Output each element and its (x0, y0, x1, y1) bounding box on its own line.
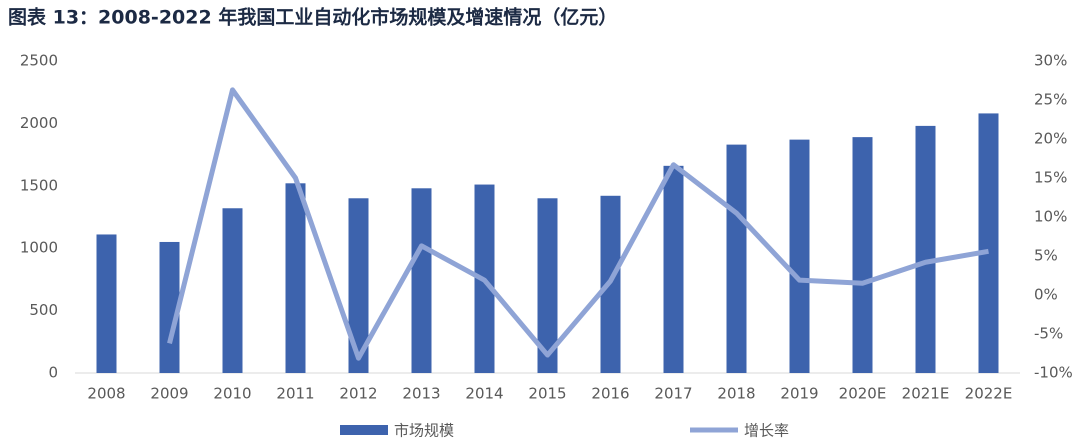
y-tick-label: 500 (29, 301, 58, 319)
y-tick-label: 2000 (20, 114, 58, 132)
y2-tick-label: 25% (1034, 91, 1067, 109)
bar (663, 165, 684, 373)
chart-title: 图表 13：2008-2022 年我国工业自动化市场规模及增速情况（亿元） (8, 6, 617, 29)
bar (222, 208, 243, 373)
x-tick-label: 2014 (465, 385, 503, 403)
x-tick-label: 2010 (213, 385, 251, 403)
bar (348, 198, 369, 373)
bar (411, 188, 432, 373)
y-tick-label: 1500 (20, 176, 58, 194)
line (167, 87, 989, 361)
y2-tick-label: 0% (1034, 286, 1058, 304)
x-tick-label: 2015 (528, 385, 566, 403)
bar (96, 234, 117, 373)
bar (978, 113, 999, 373)
y2-tick-label: -10% (1034, 364, 1073, 382)
x-tick-label: 2019 (780, 385, 818, 403)
y2-tick-label: 20% (1034, 130, 1067, 148)
bar (852, 137, 873, 373)
y2-tick-label: -5% (1034, 325, 1063, 343)
x-tick-label: 2022E (965, 385, 1013, 403)
y-tick-label: 1000 (20, 239, 58, 257)
legend-label: 增长率 (744, 422, 789, 440)
x-tick-label: 2021E (902, 385, 950, 403)
bar (726, 144, 747, 373)
x-tick-label: 2017 (654, 385, 692, 403)
legend-swatch (340, 425, 388, 435)
x-tick-label: 2012 (339, 385, 377, 403)
x-tick-label: 2018 (717, 385, 755, 403)
y2-tick-label: 30% (1034, 52, 1067, 70)
y2-tick-label: 15% (1034, 169, 1067, 187)
bar (915, 125, 936, 373)
x-tick-label: 2008 (87, 385, 125, 403)
bar (537, 198, 558, 373)
x-tick-label: 2016 (591, 385, 629, 403)
x-tick-label: 2009 (150, 385, 188, 403)
legend-label: 市场规模 (394, 422, 454, 440)
y-tick-label: 0 (48, 364, 58, 382)
x-tick-label: 2011 (276, 385, 314, 403)
y2-tick-label: 5% (1034, 247, 1058, 265)
x-tick-label: 2013 (402, 385, 440, 403)
bar (285, 183, 306, 373)
x-tick-label: 2020E (839, 385, 887, 403)
y-tick-label: 2500 (20, 52, 58, 70)
bar (159, 241, 180, 373)
y2-tick-label: 10% (1034, 208, 1067, 226)
bar (789, 139, 810, 373)
